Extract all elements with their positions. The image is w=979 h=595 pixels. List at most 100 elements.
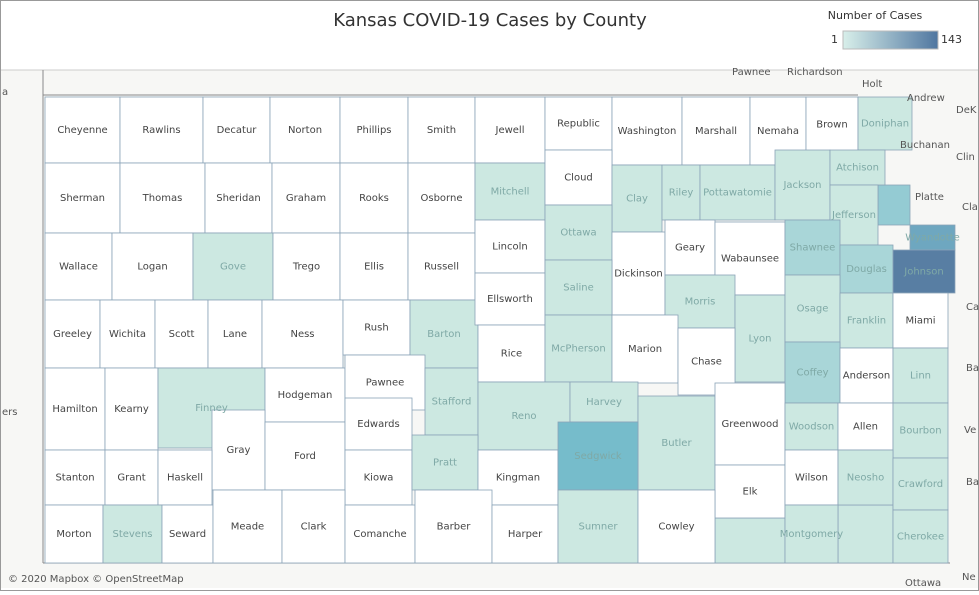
county-name: Jefferson [831,210,876,221]
county-name: Meade [231,522,264,533]
county-shape [839,347,894,404]
county-name: Woodson [789,422,835,433]
county-name: Sumner [578,522,618,533]
county-shape [154,299,209,369]
county-shape [411,434,479,491]
county-shape [699,164,776,221]
county-shape [892,347,949,404]
county-name: Clark [301,522,327,533]
neighbor-label: a [2,87,8,98]
county-name: Lincoln [492,242,527,253]
county-shape [192,232,274,301]
county-shape [909,224,956,251]
county-shape [611,164,663,233]
county-name: Ellis [364,262,384,273]
county-shape [892,249,956,294]
county-name: Edwards [357,419,399,430]
county-shape [557,489,639,564]
county-name: Ottawa [560,228,596,239]
county-shape [44,449,106,506]
county-shape [784,274,841,343]
county-name: Washington [618,126,677,137]
neighbor-label: Cla [962,202,978,213]
county-shape [102,504,163,564]
county-name: Dickinson [614,269,663,280]
neighbor-label: Ne [962,572,976,583]
county-name: Decatur [217,125,258,136]
county-shape [877,184,911,226]
legend-min: 1 [831,33,838,46]
county-name: Kingman [496,473,540,484]
county-name: Wabaunsee [721,254,779,265]
county-name: Ford [294,451,316,462]
county-shape [569,381,639,423]
county-name: Wyandotte [905,233,960,244]
county-name: Finney [195,403,228,414]
county-shape [407,232,476,301]
county-name: Geary [675,243,705,254]
county-name: Comanche [353,529,406,540]
county-shape [339,96,409,164]
legend-gradient [842,30,939,50]
county-name: Logan [137,262,167,273]
county-name: Gove [220,262,246,273]
county-shape [407,162,476,234]
county-name: Jewell [495,125,525,136]
county-name: Smith [427,125,456,136]
county-shape [212,489,283,564]
county-name: Marshall [695,126,737,137]
county-name: Jackson [782,180,821,191]
neighbor-label: Platte [915,192,944,203]
county-name: Harper [508,529,543,540]
county-name: Bourbon [899,426,941,437]
county-name: Rawlins [142,125,180,136]
county-shape [837,449,894,506]
county-name: Rush [364,323,388,334]
county-shape [714,464,786,519]
county-name: Elk [743,487,758,498]
county-shape [264,367,346,423]
county-name: Allen [853,422,878,433]
county-shape [544,204,613,261]
county-name: Wallace [59,262,98,273]
county-name: Wichita [109,329,146,340]
county-name: Crawford [898,479,943,490]
county-name: Wilson [795,473,828,484]
county-name: Stanton [55,473,94,484]
county-shape [544,259,613,316]
county-name: Sedgwick [574,451,622,462]
county-name: Ellsworth [487,294,533,305]
legend-max: 143 [941,33,962,46]
county-name: Norton [288,125,322,136]
county-name: Hodgeman [278,390,333,401]
county-name: Coffey [796,368,828,379]
county-name: Cowley [658,522,694,533]
county-name: Osborne [421,193,463,204]
county-name: Phillips [356,125,391,136]
county-name: Rice [501,349,522,360]
county-name: Osage [797,304,829,315]
county-shape [611,314,679,384]
county-name: Gray [227,445,251,456]
county-name: Franklin [847,316,886,327]
county-name: Graham [286,193,326,204]
county-shape [339,232,409,301]
county-shape [202,96,271,164]
county-shape [119,96,204,164]
neighbor-label: DeK [956,105,977,116]
county-shape [119,162,206,234]
county-shape [892,402,949,459]
county-name: Ness [290,329,314,340]
county-shape [491,504,559,564]
county-name: Pawnee [366,378,405,389]
county-name: Russell [424,262,459,273]
county-shape [837,402,894,451]
county-name: Cheyenne [57,125,107,136]
county-name: Miami [905,316,935,327]
county-name: Brown [816,120,847,131]
county-name: Sheridan [216,193,261,204]
county-name: Montgomery [780,529,843,540]
neighbor-label: Richardson [787,67,843,78]
neighbor-label: Ottawa [905,578,941,589]
county-shape [805,96,859,153]
